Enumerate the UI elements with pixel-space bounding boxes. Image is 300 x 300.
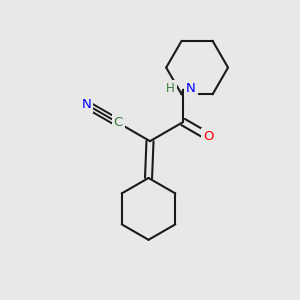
Text: N: N [186,82,196,95]
Text: C: C [113,116,123,129]
Text: H: H [166,82,175,95]
Text: N: N [81,98,91,111]
Text: O: O [203,130,214,143]
